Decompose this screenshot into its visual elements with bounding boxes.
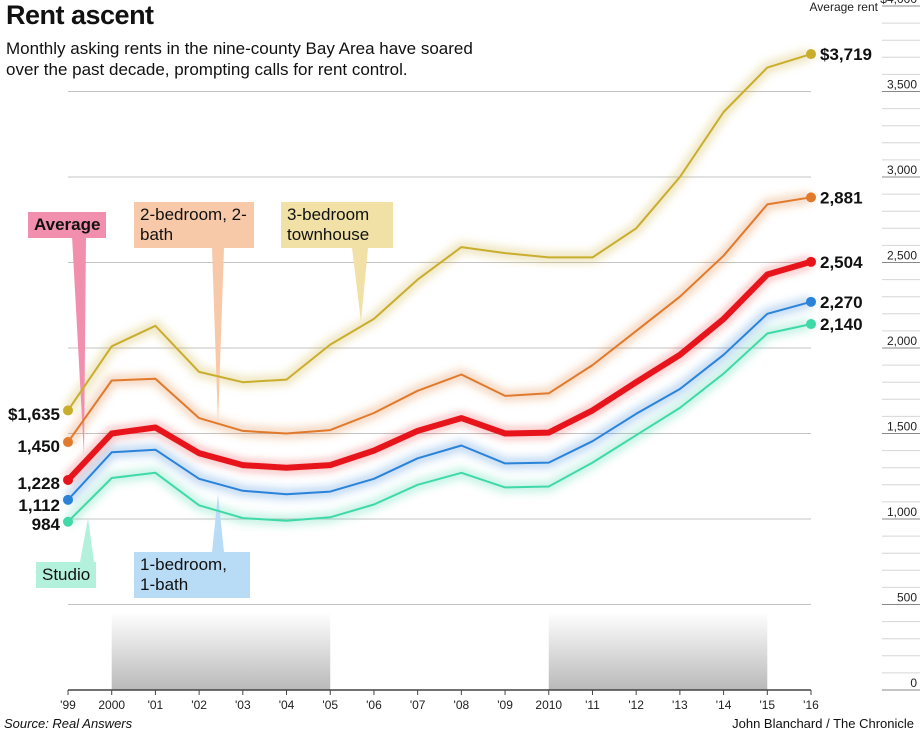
end-label-one_bed: 2,270	[820, 293, 863, 312]
x-tick-label-2011: '11	[585, 698, 600, 712]
end-point-two_bed	[806, 192, 816, 203]
x-tick-label-2016: '16	[803, 698, 819, 712]
legend-studio: Studio	[36, 562, 97, 588]
x-tick-label-2013: '13	[672, 698, 688, 712]
end-label-two_bed: 2,881	[820, 188, 863, 207]
end-point-average	[806, 256, 816, 267]
start-label-average: 1,228	[17, 474, 60, 493]
legend-two-bedroom: 2-bedroom, 2-bath	[134, 202, 254, 248]
y-tick-label-3000: 3,000	[887, 163, 917, 177]
x-tick-label-2008: '08	[454, 698, 470, 712]
pointer-three-bedroom	[352, 248, 368, 322]
x-tick-label-2014: '14	[716, 698, 732, 712]
y-tick-label-0: 0	[910, 676, 917, 690]
start-point-studio	[63, 516, 73, 527]
end-label-studio: 2,140	[820, 315, 863, 334]
start-label-studio: 984	[32, 515, 61, 534]
end-label-three_bed: $3,719	[820, 45, 872, 64]
x-tick-label-2015: '15	[759, 698, 775, 712]
series-line-three_bed	[67, 53, 812, 412]
y-tick-label-1000: 1,000	[887, 505, 917, 519]
x-tick-label-2009: '09	[497, 698, 513, 712]
x-tick-label-2006: '06	[366, 698, 382, 712]
start-point-two_bed	[63, 437, 73, 448]
end-point-studio	[806, 319, 816, 330]
y-tick-label-2500: 2,500	[887, 249, 917, 263]
x-tick-label-2001: '01	[148, 698, 164, 712]
legend-three-bedroom: 3-bedroom townhouse	[281, 202, 393, 248]
pointer-average	[72, 236, 86, 455]
end-label-average: 2,504	[820, 253, 863, 272]
start-point-three_bed	[63, 405, 73, 416]
pointer-two-bedroom	[212, 248, 224, 424]
y-tick-label-500: 500	[897, 591, 917, 605]
pointer-studio	[80, 518, 94, 562]
x-tick-label-2002: '02	[191, 698, 207, 712]
series-line-average	[65, 258, 814, 483]
start-point-average	[63, 475, 73, 486]
chart-subtitle: Monthly asking rents in the nine-county …	[6, 39, 473, 79]
x-tick-label-2005: '05	[322, 698, 338, 712]
start-point-one_bed	[63, 494, 73, 505]
x-tick-label-2010: 2010	[535, 698, 562, 712]
series-line-studio	[67, 323, 812, 523]
x-tick-label-2007: '07	[410, 698, 426, 712]
y-axis-label: Average rent	[810, 0, 879, 14]
x-tick-label-2000: 2000	[98, 698, 125, 712]
shaded-period-0	[111, 612, 331, 690]
x-tick-label-1999: '99	[60, 698, 76, 712]
credit-note: John Blanchard / The Chronicle	[732, 716, 914, 731]
y-tick-label-2000: 2,000	[887, 334, 917, 348]
start-label-one_bed: 1,112	[18, 496, 60, 515]
y-tick-label-1500: 1,500	[887, 420, 917, 434]
legend-one-bedroom: 1-bedroom, 1-bath	[134, 552, 250, 598]
start-label-three_bed: $1,635	[8, 405, 60, 424]
start-label-two_bed: 1,450	[17, 437, 60, 456]
series-line-two_bed	[67, 196, 812, 444]
x-tick-label-2012: '12	[628, 698, 644, 712]
x-tick-label-2004: '04	[279, 698, 295, 712]
y-tick-label-4000: $4,000	[880, 0, 917, 6]
shaded-period-1	[548, 612, 768, 690]
source-note: Source: Real Answers	[4, 716, 133, 731]
end-point-three_bed	[806, 49, 816, 60]
series-line-one_bed	[67, 300, 812, 501]
chart-title: Rent ascent	[6, 0, 154, 30]
y-tick-label-3500: 3,500	[887, 78, 917, 92]
x-tick-label-2003: '03	[235, 698, 251, 712]
end-point-one_bed	[806, 296, 816, 307]
legend-average: Average	[28, 212, 107, 238]
pointer-one-bedroom	[212, 494, 224, 552]
